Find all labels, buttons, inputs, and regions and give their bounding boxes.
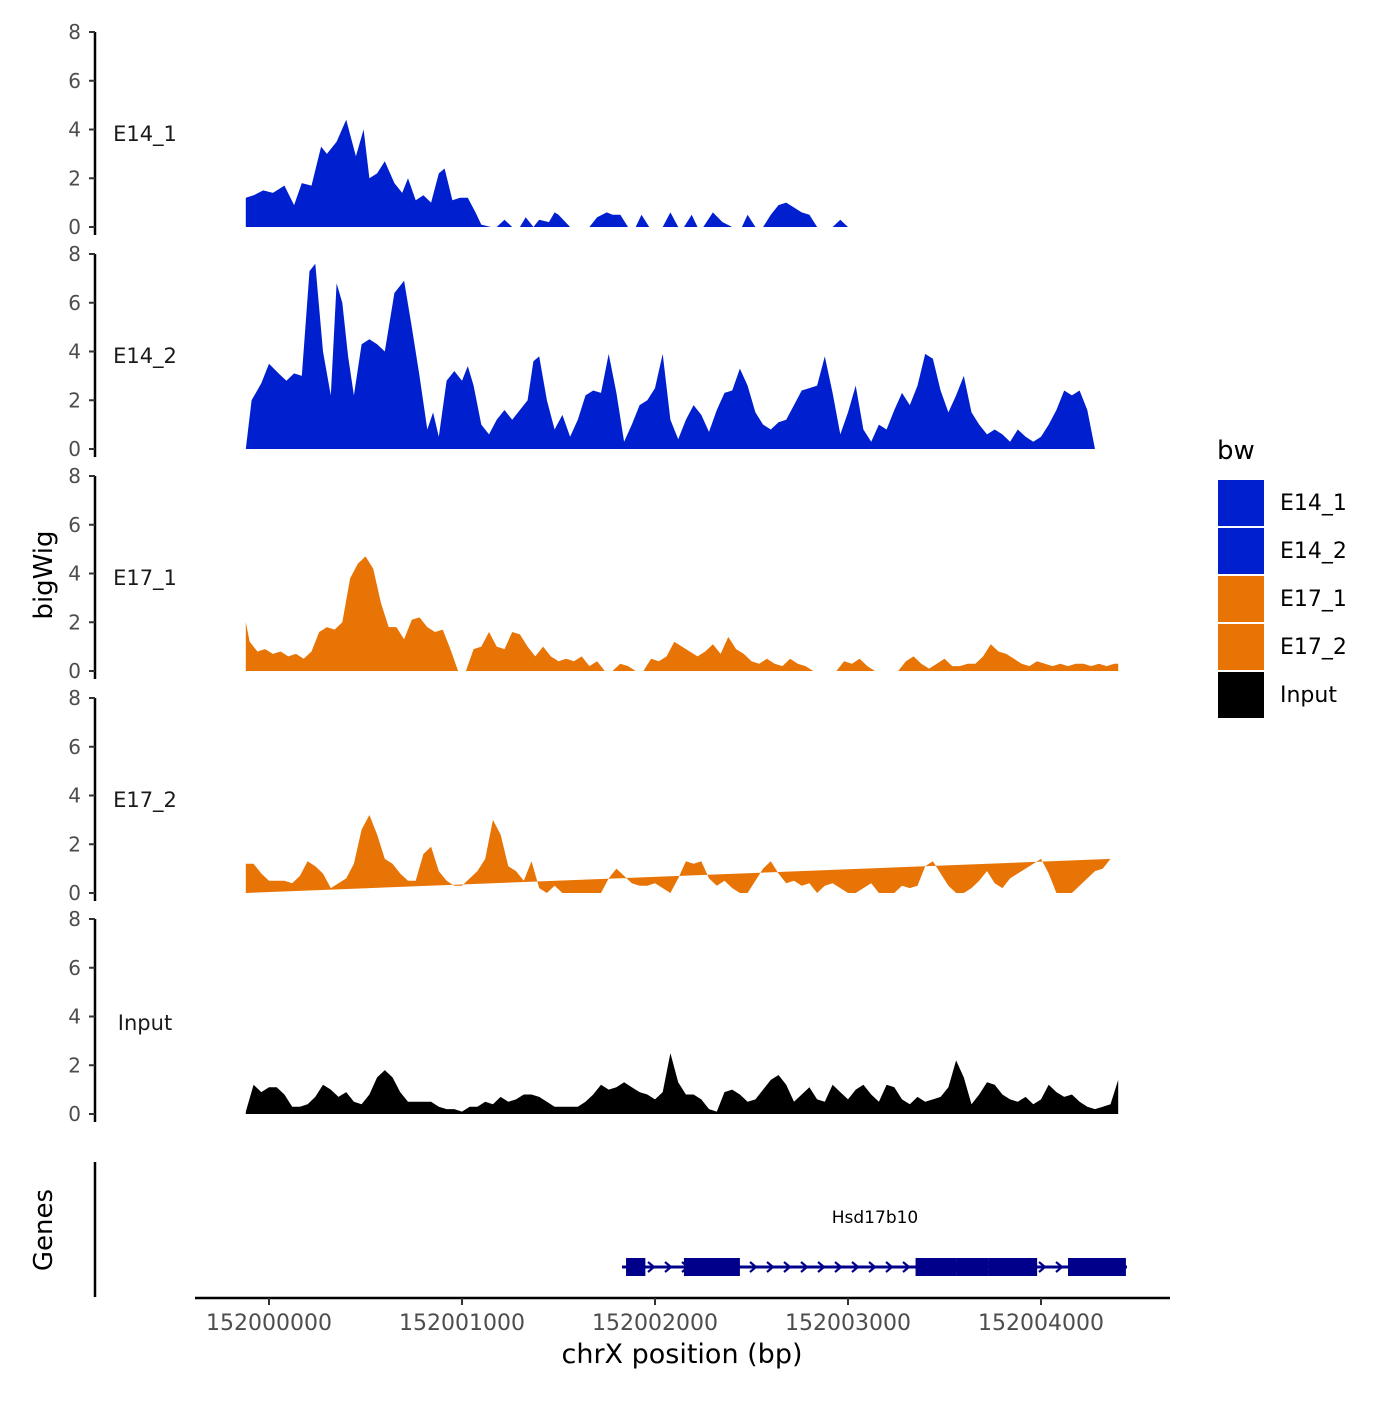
- y-tick-label-E14_2-0: 0: [68, 437, 81, 461]
- y-tick-label-E17_1-0: 0: [68, 659, 81, 683]
- gene-strand-arrow: [800, 1261, 809, 1273]
- gene-strand-arrow: [817, 1261, 826, 1273]
- y-tick-label-E17_1-4: 4: [68, 562, 81, 586]
- y-tick-label-Input-8: 8: [68, 907, 81, 931]
- x-tick-label-152003000: 152003000: [785, 1311, 911, 1336]
- x-axis-title: chrX position (bp): [561, 1339, 802, 1370]
- track-label-Input: Input: [118, 1011, 172, 1035]
- y-tick-label-E17_2-8: 8: [68, 686, 81, 710]
- gene-strand-arrow: [851, 1261, 860, 1273]
- gene-strand-arrow: [749, 1261, 758, 1273]
- gene-exon-1: [683, 1258, 740, 1276]
- x-tick-label-152002000: 152002000: [592, 1311, 718, 1336]
- y-tick-label-E14_1-6: 6: [68, 69, 81, 93]
- gene-strand-arrow: [1055, 1261, 1064, 1273]
- genes-axis-title: Genes: [29, 1189, 59, 1271]
- y-tick-label-E17_2-0: 0: [68, 881, 81, 905]
- track-area-E17_1: [245, 556, 1119, 671]
- y-tick-label-E14_1-0: 0: [68, 215, 81, 239]
- x-tick-label-152000000: 152000000: [206, 1311, 332, 1336]
- track-area-E14_2: [245, 263, 1119, 449]
- y-axis-title: bigWig: [29, 530, 59, 619]
- track-area-Input: [245, 1053, 1119, 1114]
- y-tick-label-Input-4: 4: [68, 1005, 81, 1029]
- gene-strand-arrow: [664, 1261, 673, 1273]
- y-tick-label-E14_2-8: 8: [68, 242, 81, 266]
- y-tick-label-Input-0: 0: [68, 1102, 81, 1126]
- legend-label-E17_1: E17_1: [1280, 587, 1347, 612]
- y-tick-label-E17_1-6: 6: [68, 513, 81, 537]
- y-tick-label-E14_2-4: 4: [68, 340, 81, 364]
- gene-strand-arrow: [766, 1261, 775, 1273]
- legend-label-E14_2: E14_2: [1280, 539, 1347, 564]
- track-label-E17_2: E17_2: [113, 788, 177, 813]
- gene-strand-arrow: [1038, 1261, 1047, 1273]
- gene-exon-0: [626, 1258, 646, 1276]
- gene-strand-arrow: [885, 1261, 894, 1273]
- y-tick-label-Input-6: 6: [68, 956, 81, 980]
- gene-name-label: Hsd17b10: [832, 1208, 919, 1228]
- track-label-E17_1: E17_1: [113, 566, 177, 591]
- track-area-E17_2: [245, 815, 1111, 893]
- y-tick-label-E17_1-2: 2: [68, 610, 81, 634]
- y-tick-label-E17_2-2: 2: [68, 832, 81, 856]
- legend-label-E17_2: E17_2: [1280, 635, 1347, 660]
- legend-swatch-E17_1: [1218, 576, 1264, 622]
- y-tick-label-E17_1-8: 8: [68, 464, 81, 488]
- y-tick-label-Input-2: 2: [68, 1053, 81, 1077]
- y-tick-label-E14_1-8: 8: [68, 20, 81, 44]
- y-tick-label-E14_1-4: 4: [68, 118, 81, 142]
- gene-exon-5: [1068, 1258, 1126, 1276]
- y-tick-label-E17_2-4: 4: [68, 784, 81, 808]
- gene-strand-arrow: [902, 1261, 911, 1273]
- legend-label-Input: Input: [1280, 683, 1337, 708]
- legend-swatch-E14_1: [1218, 480, 1264, 526]
- gene-exon-4: [988, 1258, 1038, 1276]
- y-tick-label-E14_1-2: 2: [68, 166, 81, 190]
- x-tick-label-152004000: 152004000: [978, 1311, 1104, 1336]
- x-tick-label-152001000: 152001000: [399, 1311, 525, 1336]
- legend-swatch-Input: [1218, 672, 1264, 718]
- gene-strand-arrow: [834, 1261, 843, 1273]
- gene-strand-arrow: [783, 1261, 792, 1273]
- legend-swatch-E17_2: [1218, 624, 1264, 670]
- y-tick-label-E17_2-6: 6: [68, 735, 81, 759]
- gene-exon-2: [915, 1258, 957, 1276]
- track-label-E14_2: E14_2: [113, 344, 177, 369]
- legend-label-E14_1: E14_1: [1280, 491, 1347, 516]
- legend-title: bw: [1217, 436, 1255, 466]
- y-tick-label-E14_2-2: 2: [68, 388, 81, 412]
- gene-exon-3: [956, 1258, 989, 1276]
- gene-strand-arrow: [868, 1261, 877, 1273]
- track-label-E14_1: E14_1: [113, 122, 177, 147]
- y-tick-label-E14_2-6: 6: [68, 291, 81, 315]
- legend-swatch-E14_2: [1218, 528, 1264, 574]
- track-area-E14_1: [245, 119, 1119, 227]
- gene-strand-arrow: [647, 1261, 656, 1273]
